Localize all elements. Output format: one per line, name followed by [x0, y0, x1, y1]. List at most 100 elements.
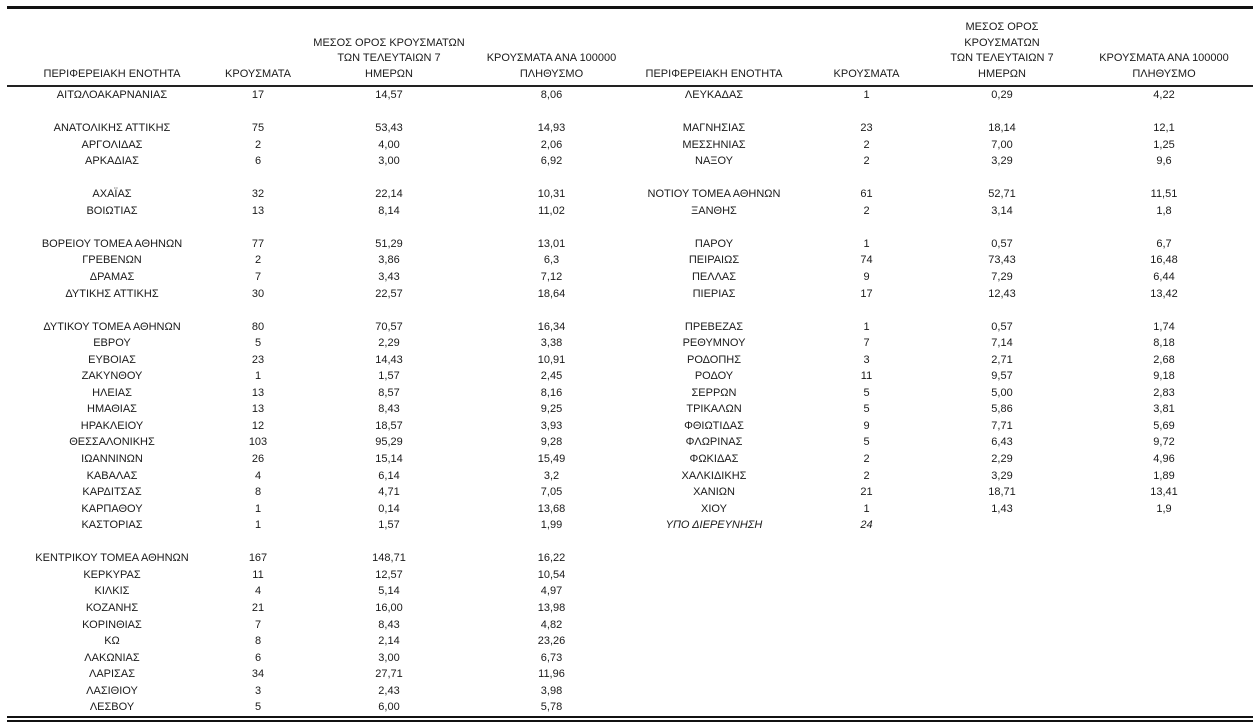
- table-row: ΕΥΒΟΙΑΣ 23 14,43 10,91 ΡΟΔΟΠΗΣ 3 2,71 2,68: [7, 352, 1253, 369]
- avg7-cell: 3,43: [378, 271, 400, 284]
- region-name-cell: ΣΕΡΡΩΝ: [691, 386, 737, 399]
- per100k-cell: 9,28: [540, 436, 563, 449]
- region-name-cell: ΜΕΣΣΗΝΙΑΣ: [682, 138, 746, 151]
- region-name-cell: ΧΑΝΙΩΝ: [693, 486, 735, 499]
- table-row: ΑΝΑΤΟΛΙΚΗΣ ΑΤΤΙΚΗΣ 75 53,43 14,93 ΜΑΓΝΗΣΙΑΣ 2…: [7, 120, 1253, 137]
- avg7-cell: 27,71: [375, 668, 403, 681]
- region-name-cell: [624, 302, 804, 319]
- cases-cell: 167: [248, 552, 268, 565]
- per100k-cell: 8,16: [540, 386, 563, 399]
- avg7-cell: [299, 302, 479, 319]
- cases-cell: 1: [254, 519, 262, 532]
- avg7-cell: 14,43: [375, 353, 403, 366]
- avg7-cell: 70,57: [375, 320, 403, 333]
- avg7-cell: [299, 219, 479, 236]
- cases-cell: 2: [254, 254, 262, 267]
- region-name-cell: ΓΡΕΒΕΝΩΝ: [82, 254, 142, 267]
- region-name-cell: ΤΡΙΚΑΛΩΝ: [686, 403, 742, 416]
- region-name-cell: ΔΥΤΙΚΟΥ ΤΟΜΕΑ ΑΘΗΝΩΝ: [43, 320, 181, 333]
- cases-cell: [217, 219, 299, 236]
- per100k-cell: [1075, 699, 1253, 719]
- table-row: ΖΑΚΥΝΘΟΥ 1 1,57 2,45 ΡΟΔΟΥ 11 9,57 9,18: [7, 368, 1253, 385]
- per100k-cell: [1075, 219, 1253, 236]
- region-name-cell: [624, 583, 804, 600]
- avg7-cell: 16,00: [375, 601, 403, 614]
- per100k-cell: 9,6: [1156, 155, 1172, 168]
- region-name-cell: ΗΡΑΚΛΕΙΟΥ: [80, 419, 144, 432]
- region-name-cell: ΚΟΖΑΝΗΣ: [85, 601, 139, 614]
- cases-cell: 30: [251, 287, 265, 300]
- region-name-cell: ΑΝΑΤΟΛΙΚΗΣ ΑΤΤΙΚΗΣ: [53, 122, 171, 135]
- cases-cell: [804, 583, 929, 600]
- cases-cell: 1: [254, 502, 262, 515]
- avg7-cell: 3,29: [991, 469, 1013, 482]
- cases-cell: 34: [251, 668, 265, 681]
- per100k-cell: 1,25: [1153, 138, 1175, 151]
- region-name-cell: ΔΡΑΜΑΣ: [89, 271, 135, 284]
- cases-cell: 5: [863, 436, 870, 449]
- avg7-cell: 0,29: [991, 89, 1013, 101]
- region-name-cell: ΚΕΝΤΡΙΚΟΥ ΤΟΜΕΑ ΑΘΗΝΩΝ: [35, 552, 189, 565]
- per100k-cell: 23,26: [537, 635, 566, 648]
- table-row: ΚΙΛΚΙΣ 4 5,14 4,97: [7, 583, 1253, 600]
- cases-cell: 75: [251, 122, 265, 135]
- avg7-cell: 0,57: [991, 237, 1013, 250]
- avg7-cell: [929, 650, 1075, 667]
- avg7-cell: 5,14: [378, 585, 400, 598]
- region-name-cell: ΕΒΡΟΥ: [93, 337, 131, 350]
- avg7-cell: 7,71: [991, 419, 1013, 432]
- avg7-cell: [929, 550, 1075, 567]
- cases-cell: 6: [254, 155, 262, 168]
- per100k-cell: 3,2: [543, 469, 560, 482]
- cases-cell: 7: [863, 337, 870, 350]
- per100k-cell: [1075, 170, 1253, 187]
- cases-cell: 103: [248, 436, 268, 449]
- per100k-cell: [1075, 517, 1253, 534]
- avg7-cell: 6,00: [378, 701, 400, 714]
- cases-cell: 2: [863, 469, 870, 482]
- cases-cell: 13: [251, 386, 265, 399]
- region-name-cell: ΔΥΤΙΚΗΣ ΑΤΤΙΚΗΣ: [65, 287, 159, 300]
- table-row: ΑΡΚΑΔΙΑΣ 6 3,00 6,92 ΝΑΞΟΥ 2 3,29 9,6: [7, 153, 1253, 170]
- region-name-cell: ΖΑΚΥΝΘΟΥ: [81, 370, 143, 383]
- table-row: ΑΧΑΪΑΣ 32 22,14 10,31 ΝΟΤΙΟΥ ΤΟΜΕΑ ΑΘΗΝΩΝ 61 5…: [7, 186, 1253, 203]
- col-header-region-left: ΠΕΡΙΦΕΡΕΙΑΚΗ ΕΝΟΤΗΤΑ: [7, 7, 217, 87]
- col-header-region-right: ΠΕΡΙΦΕΡΕΙΑΚΗ ΕΝΟΤΗΤΑ: [624, 7, 804, 87]
- avg7-cell: 12,43: [988, 287, 1016, 300]
- region-name-cell: ΠΕΙΡΑΙΩΣ: [688, 254, 740, 267]
- cases-cell: 6: [254, 651, 262, 664]
- avg7-cell: 2,29: [378, 337, 400, 350]
- per100k-cell: 2,83: [1153, 386, 1175, 399]
- region-name-cell: ΚΩ: [104, 635, 120, 648]
- region-name-cell: ΗΛΕΙΑΣ: [92, 386, 132, 399]
- region-name-cell: ΚΑΣΤΟΡΙΑΣ: [81, 519, 143, 532]
- avg7-cell: 22,14: [375, 188, 403, 201]
- table-row: ΘΕΣΣΑΛΟΝΙΚΗΣ 103 95,29 9,28 ΦΛΩΡΙΝΑΣ 5 6,43 9,7…: [7, 434, 1253, 451]
- table-row: ΗΜΑΘΙΑΣ 13 8,43 9,25 ΤΡΙΚΑΛΩΝ 5 5,86 3,81: [7, 401, 1253, 418]
- avg7-cell: [299, 104, 479, 121]
- table-row: [7, 219, 1253, 236]
- region-name-cell: [624, 617, 804, 634]
- avg7-cell: [929, 219, 1075, 236]
- table-row: [7, 170, 1253, 187]
- cases-cell: 5: [254, 701, 262, 714]
- avg7-cell: 3,00: [378, 155, 400, 168]
- table-row: ΚΑΒΑΛΑΣ 4 6,14 3,2 ΧΑΛΚΙΔΙΚΗΣ 2 3,29 1,89: [7, 468, 1253, 485]
- per100k-cell: 13,42: [1150, 287, 1178, 300]
- per100k-cell: [1075, 650, 1253, 667]
- cases-cell: 2: [254, 138, 262, 151]
- region-name-cell: [7, 534, 217, 551]
- cases-cell: 1: [254, 370, 262, 383]
- avg7-cell: 2,14: [378, 635, 400, 648]
- region-name-cell: [624, 104, 804, 121]
- cases-cell: 17: [251, 89, 265, 101]
- per100k-cell: 16,34: [537, 320, 566, 333]
- per100k-cell: 11,02: [538, 204, 565, 217]
- per100k-cell: 6,92: [540, 155, 563, 168]
- region-name-cell: ΝΑΞΟΥ: [695, 155, 733, 168]
- per100k-cell: 1,8: [1156, 204, 1172, 217]
- per100k-cell: 14,93: [537, 122, 566, 135]
- cases-cell: 9: [863, 419, 870, 432]
- avg7-cell: 4,00: [378, 138, 400, 151]
- per100k-cell: 4,22: [1153, 89, 1175, 101]
